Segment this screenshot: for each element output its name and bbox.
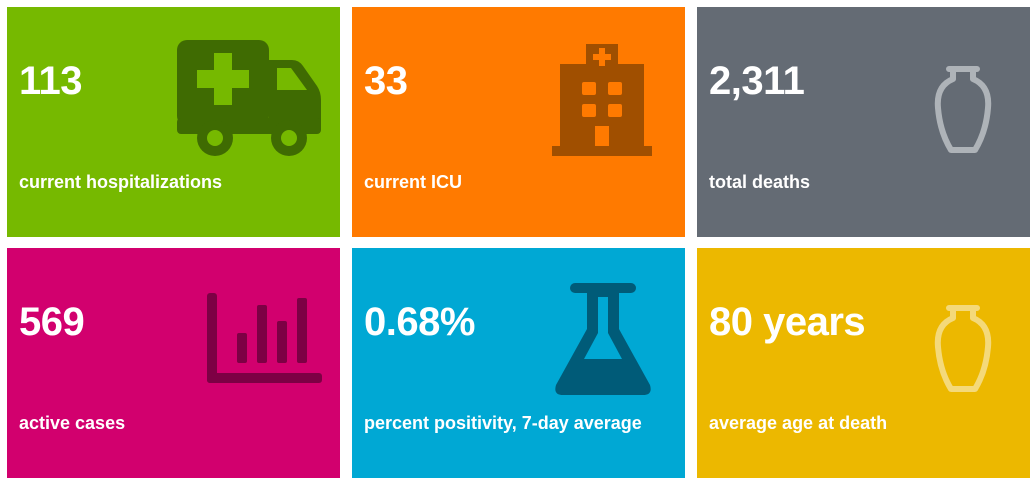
stat-label: average age at death — [709, 413, 888, 433]
stat-value: 33 — [364, 59, 408, 103]
stat-card-total-deaths: 2,311 total deaths — [697, 7, 1030, 237]
stat-card-active-cases: 569 active cases — [7, 248, 340, 478]
urn-icon — [934, 305, 992, 392]
hospital-icon — [552, 44, 652, 156]
stat-label: current ICU — [364, 172, 463, 192]
stat-card-hospitalizations: 113 current hospitalizations — [7, 7, 340, 237]
stat-value: 569 — [19, 300, 85, 344]
stat-value: 2,311 — [709, 59, 805, 103]
ambulance-icon — [177, 40, 321, 156]
stat-card-average-age: 80 years average age at death — [697, 248, 1030, 478]
stat-card-percent-positivity: 0.68% percent positivity, 7-day average — [352, 248, 685, 478]
stat-label: percent positivity, 7-day average — [364, 413, 642, 433]
stat-label: current hospitalizations — [19, 172, 223, 192]
stat-label: total deaths — [709, 172, 811, 192]
stat-card-icu: 33 current ICU — [352, 7, 685, 237]
bar-chart-icon — [207, 293, 322, 383]
stat-value: 113 — [19, 59, 83, 103]
stat-value: 0.68% — [364, 300, 475, 344]
stat-value: 80 years — [709, 300, 866, 344]
stat-label: active cases — [19, 413, 126, 433]
flask-icon — [555, 283, 651, 395]
urn-icon — [934, 66, 992, 153]
